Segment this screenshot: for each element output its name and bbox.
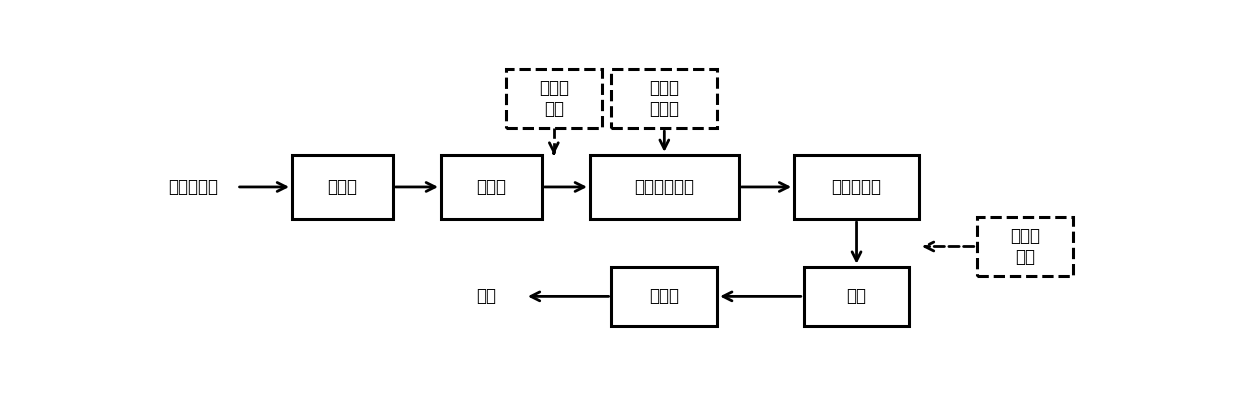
Bar [590,155,739,219]
Text: 除磷剂
投加点: 除磷剂 投加点 [650,79,680,118]
Bar [506,69,601,128]
Text: 消毒池: 消毒池 [650,288,680,306]
Bar [611,267,717,326]
Text: 二级提升泵房: 二级提升泵房 [635,178,694,196]
Text: 正磷酸
盐仪: 正磷酸 盐仪 [1009,227,1039,266]
Bar [977,217,1073,276]
Text: 高效沉淀池: 高效沉淀池 [832,178,882,196]
Text: 滤池: 滤池 [847,288,867,306]
Bar [804,267,909,326]
Bar [794,155,919,219]
Text: 二沉池: 二沉池 [476,178,506,196]
Bar [291,155,393,219]
Text: 出水: 出水 [476,288,496,306]
Text: 生物池: 生物池 [327,178,357,196]
Bar [611,69,717,128]
Bar [441,155,542,219]
Text: 正磷酸
盐仪: 正磷酸 盐仪 [539,79,569,118]
Text: 预处理污水: 预处理污水 [169,178,218,196]
